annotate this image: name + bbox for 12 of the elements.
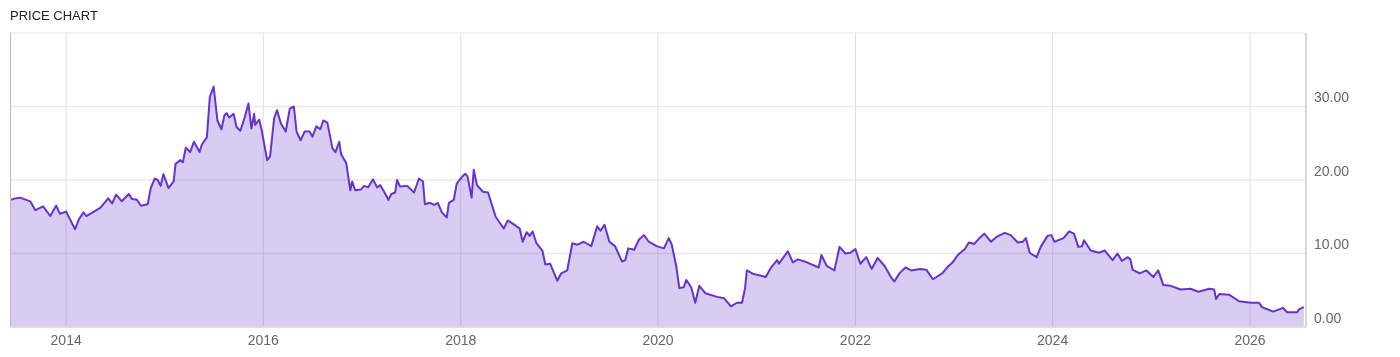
x-tick-label: 2026 [1234,332,1266,348]
x-tick-label: 2016 [247,332,280,348]
x-tick-label: 2018 [445,332,477,348]
x-tick-label: 2020 [642,332,674,348]
y-tick-label: 10.00 [1314,236,1350,253]
x-tick-label: 2014 [50,332,82,348]
chart-title: PRICE CHART [10,8,98,23]
y-tick-label: 30.00 [1314,89,1350,106]
x-tick-label: 2022 [839,332,872,348]
y-tick-label: 0.00 [1314,309,1342,326]
x-tick-label: 2024 [1037,332,1069,348]
y-tick-label: 20.00 [1314,162,1350,179]
